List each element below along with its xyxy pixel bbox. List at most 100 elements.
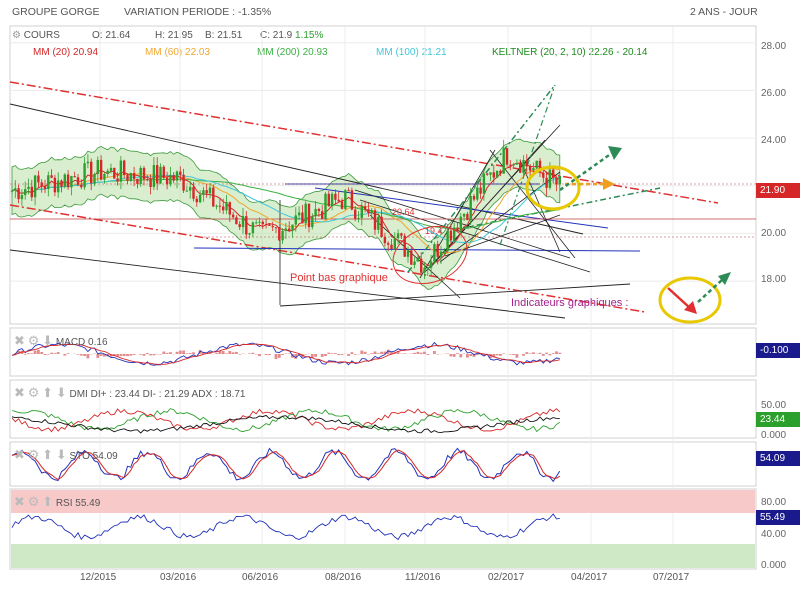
legend-cours[interactable]: ⚙ COURS [12, 30, 60, 41]
candle-body [486, 173, 489, 175]
legend-circle [658, 276, 722, 324]
legend-mm20-label: MM (20) [33, 47, 71, 58]
candle-body [535, 160, 538, 169]
candle-body [146, 179, 149, 181]
gear-icon[interactable]: ⚙ [27, 385, 40, 400]
level-label-1: 20.64 [392, 207, 415, 217]
green-dashed-trend-1 [407, 84, 556, 273]
candle-body [459, 216, 462, 231]
candle-body [538, 160, 542, 173]
rsi-line [11, 513, 560, 541]
candle-body [218, 205, 222, 207]
legend-keltner[interactable]: KELTNER (20, 2, 10) 22.26 - 20.14 [492, 47, 647, 58]
candle-body [129, 172, 132, 181]
uptrend-line [419, 149, 496, 279]
candle-body [522, 159, 525, 173]
candle-body [40, 182, 43, 187]
arrow-down-icon[interactable]: ⬇ [42, 333, 54, 348]
macd-histogram-bar [512, 354, 515, 356]
candle-body [383, 236, 387, 244]
macd-signal-line [11, 343, 560, 365]
macd-histogram-bar [152, 354, 156, 356]
macd-histogram-bar [284, 353, 288, 354]
arrow-down-icon[interactable]: ⬇ [55, 385, 67, 400]
period-selector[interactable]: 2 ANS - JOUR [690, 6, 758, 18]
candle-body [390, 244, 393, 250]
macd-histogram-bar [33, 350, 37, 354]
close-icon[interactable]: ✖ [14, 333, 25, 348]
macd-histogram-bar [558, 352, 562, 354]
macd-histogram-bar [419, 352, 423, 354]
candle-body [558, 175, 561, 185]
arrow-up-icon[interactable]: ⬆ [42, 385, 54, 400]
arrow-up-icon[interactable]: ⬆ [42, 494, 54, 509]
candle-body [205, 190, 208, 194]
candle-body [251, 222, 255, 234]
candle-body [57, 180, 60, 193]
macd-histogram-bar [182, 350, 185, 354]
candle-body [515, 163, 519, 165]
arrow-down-icon[interactable]: ⬇ [55, 447, 67, 462]
candle-body [532, 168, 535, 171]
macd-histogram-bar [538, 352, 542, 354]
macd-histogram-bar [43, 354, 47, 356]
legend-mm100-value: 21.21 [421, 47, 447, 58]
candle-body [245, 216, 248, 235]
arrow-up-icon[interactable]: ⬆ [42, 447, 54, 462]
macd-histogram-bar [56, 352, 60, 354]
candle-body [113, 167, 116, 179]
macd-histogram-bar [248, 353, 251, 354]
macd-histogram-bar [515, 354, 519, 358]
macd-histogram-bar [370, 353, 374, 354]
macd-histogram-bar [304, 354, 308, 355]
legend-mm20[interactable]: MM (20) 20.94 [33, 47, 98, 58]
legend-open: O: 21.64 [92, 30, 131, 41]
rsi-tick-80: 80.00 [761, 497, 787, 508]
macd-histogram-bar [23, 354, 27, 355]
close-icon[interactable]: ✖ [14, 494, 25, 509]
macd-histogram-bar [403, 353, 407, 354]
candle-body [317, 208, 321, 212]
dmi-minus-line [11, 408, 561, 433]
gear-icon[interactable]: ⚙ [27, 447, 40, 462]
close-icon[interactable]: ✖ [14, 447, 25, 462]
close-icon[interactable]: ✖ [14, 385, 25, 400]
candle-body [324, 193, 327, 219]
macd-histogram-bar [235, 351, 238, 354]
gear-icon[interactable]: ⚙ [12, 30, 21, 41]
candle-body [119, 160, 123, 182]
sto-value: 54.09 [92, 451, 118, 462]
y-tick-24: 24.00 [761, 135, 787, 146]
macd-histogram-bar [126, 354, 129, 357]
candle-body [33, 175, 37, 198]
gear-icon[interactable]: ⚙ [27, 333, 40, 348]
legend-mm200-label: MM (200) [257, 47, 300, 58]
legend-mm100[interactable]: MM (100) 21.21 [376, 47, 447, 58]
candle-body [172, 175, 175, 181]
macd-histogram-bar [251, 352, 255, 354]
legend-mm60[interactable]: MM (60) 22.03 [145, 47, 210, 58]
stochastic-k-line [11, 447, 561, 483]
candle-body [17, 188, 20, 200]
candle-body [261, 221, 264, 225]
candle-body [195, 198, 198, 203]
sto-label: STO [69, 451, 90, 462]
candle-body [509, 164, 512, 166]
x-tick-04-2017: 04/2017 [571, 572, 608, 583]
candle-body [505, 148, 509, 165]
macd-histogram-bar [466, 354, 469, 358]
legend-mm200[interactable]: MM (200) 20.93 [257, 47, 328, 58]
blue-resistance [314, 187, 609, 229]
macd-histogram-bar [413, 352, 416, 354]
candle-body [14, 188, 17, 191]
macd-histogram-bar [122, 354, 126, 357]
candle-body [519, 163, 522, 173]
candle-body [449, 230, 453, 241]
macd-histogram-bar [162, 351, 166, 354]
macd-histogram-bar [159, 354, 162, 355]
green-arrow [559, 151, 613, 192]
macd-histogram-bar [17, 350, 20, 354]
gear-icon[interactable]: ⚙ [27, 494, 40, 509]
candle-body [420, 258, 423, 273]
